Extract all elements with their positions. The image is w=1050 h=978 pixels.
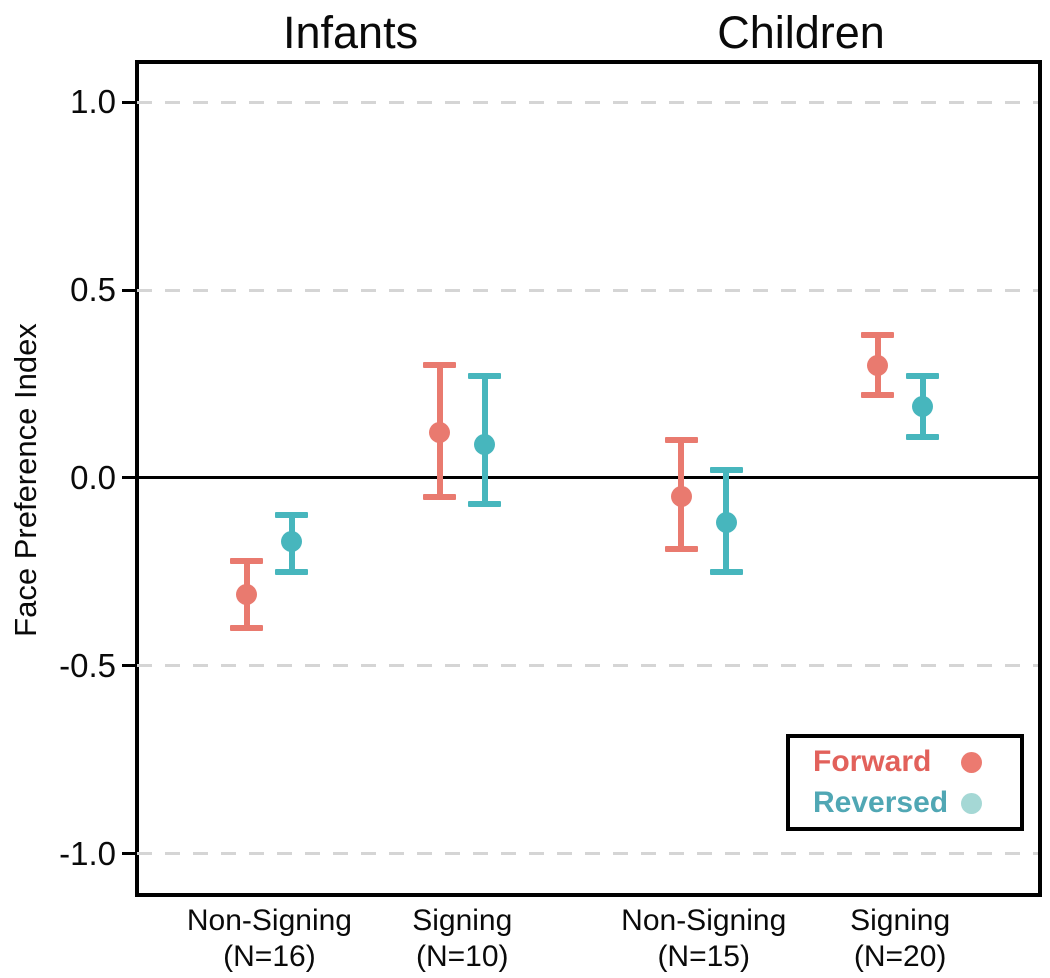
point-forward-infants-non-signing [236,583,258,605]
x-axis-label-category: Non-Signing [186,904,352,937]
legend-label-forward: Forward [813,745,932,778]
y-tick-1.0 [122,100,137,104]
x-axis-label-n: (N=15) [657,940,750,973]
point-reversed-infants-signing [474,433,496,455]
error-bar-cap-bottom-reversed-infants-signing [468,501,502,508]
x-axis-label-n: (N=10) [415,940,509,973]
gridline--1 [137,852,1038,856]
point-reversed-infants-non-signing [281,531,303,553]
error-bar-cap-bottom-forward-infants-non-signing [230,625,264,632]
legend-entry-forward: Forward [790,745,1020,779]
gridline-0.5 [137,288,1038,292]
x-axis-label-children-signing: Signing (N=20) [740,903,1050,975]
x-axis-label-children-non-signing: Non-Signing (N=15) [544,903,864,975]
error-bar-cap-bottom-forward-children-signing [861,392,895,399]
x-axis-label-infants-signing: Signing (N=10) [302,903,622,975]
x-axis-label-n: (N=20) [853,940,947,973]
x-axis-label-category: Non-Signing [621,904,787,937]
error-bar-cap-top-forward-infants-non-signing [230,557,264,564]
error-bar-cap-bottom-forward-children-non-signing [664,546,698,553]
point-forward-infants-signing [429,422,451,444]
error-bar-cap-top-reversed-children-signing [906,373,940,380]
y-tick--0.5 [122,664,137,668]
y-tick-label--1.0: -1.0 [59,834,116,872]
error-bar-cap-top-reversed-infants-signing [468,373,502,380]
point-reversed-children-non-signing [715,512,737,534]
y-tick-0.5 [122,288,137,292]
legend-dot-forward-icon [961,751,982,773]
gridline-1 [137,100,1038,104]
error-bar-cap-bottom-forward-infants-signing [423,493,457,500]
y-tick-label-1.0: 1.0 [70,83,116,121]
y-tick--1.0 [122,852,137,856]
x-axis-label-category: Signing [412,904,513,937]
legend-label-reversed: Reversed [813,786,949,819]
point-forward-children-signing [867,354,889,376]
error-bar-cap-bottom-reversed-infants-non-signing [275,568,309,575]
point-reversed-children-signing [912,395,934,417]
error-bar-cap-top-reversed-infants-non-signing [275,512,309,519]
zero-line [137,476,1038,480]
legend: Forward Reversed [786,734,1024,831]
facet-title-children: Children [717,7,885,58]
y-tick-label--0.5: -0.5 [59,646,116,684]
error-bar-cap-top-forward-infants-signing [423,362,457,369]
x-axis-label-infants-non-signing: Non-Signing (N=16) [109,903,429,975]
y-tick-label-0.0: 0.0 [70,458,116,496]
error-bar-cap-top-reversed-children-non-signing [709,467,743,474]
error-bar-cap-bottom-reversed-children-non-signing [709,568,743,575]
legend-entry-reversed: Reversed [790,786,1020,820]
legend-dot-reversed-icon [961,792,982,814]
error-bar-cap-top-forward-children-non-signing [664,437,698,444]
error-bar-cap-top-forward-children-signing [861,332,895,339]
point-forward-children-non-signing [670,486,692,508]
error-bar-cap-bottom-reversed-children-signing [906,433,940,440]
x-axis-label-category: Signing [850,904,951,937]
facet-title-infants: Infants [282,7,419,58]
y-tick-0.0 [122,476,137,480]
y-tick-label-0.5: 0.5 [70,271,116,309]
x-axis-label-n: (N=16) [223,940,316,973]
gridline--0.5 [137,664,1038,668]
